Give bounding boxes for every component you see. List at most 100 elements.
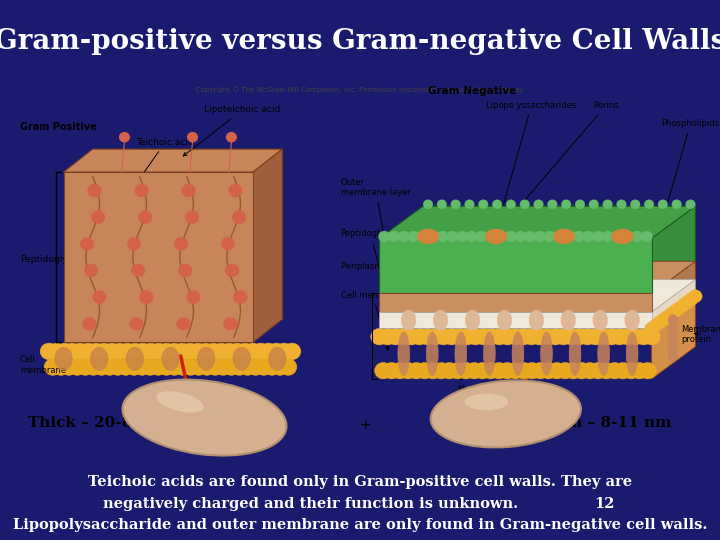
Circle shape [557,362,574,379]
Text: Lipoteichoic acid: Lipoteichoic acid [183,105,281,156]
Circle shape [649,319,662,332]
Ellipse shape [561,310,575,330]
Circle shape [563,231,575,242]
Polygon shape [63,172,253,342]
Ellipse shape [398,332,410,375]
Circle shape [103,343,120,360]
Ellipse shape [55,347,72,370]
Circle shape [87,343,104,360]
Polygon shape [379,312,652,328]
Circle shape [127,343,144,360]
Text: negatively charged and their function is unknown.: negatively charged and their function is… [104,497,518,510]
Circle shape [433,362,450,379]
Circle shape [204,343,222,360]
Circle shape [93,359,110,375]
Circle shape [579,328,596,345]
Circle shape [76,359,94,375]
Circle shape [540,362,557,379]
Circle shape [443,328,460,345]
Circle shape [40,343,58,360]
Ellipse shape [156,392,204,413]
Circle shape [573,362,590,379]
Circle shape [150,359,167,375]
Circle shape [400,362,417,379]
Circle shape [79,343,97,360]
Ellipse shape [554,229,575,244]
Circle shape [451,328,468,345]
Circle shape [80,238,94,250]
Circle shape [595,328,612,345]
Circle shape [84,264,98,277]
Ellipse shape [126,347,143,370]
Text: 12: 12 [595,497,615,510]
Circle shape [88,184,102,197]
Circle shape [606,362,624,379]
Circle shape [158,359,175,375]
Circle shape [233,211,246,224]
Circle shape [190,359,207,375]
Text: Outer
membrane layer: Outer membrane layer [341,178,410,262]
Circle shape [665,307,678,320]
Circle shape [616,200,626,209]
Circle shape [263,359,281,375]
Ellipse shape [465,310,480,330]
Circle shape [441,362,458,379]
Circle shape [388,231,400,242]
Circle shape [222,359,240,375]
Circle shape [515,328,532,345]
Polygon shape [379,261,696,293]
Circle shape [408,231,419,242]
Text: Thin – 8-11 nm: Thin – 8-11 nm [543,416,671,430]
Circle shape [93,291,107,303]
Text: Peptidoglycan: Peptidoglycan [341,230,400,299]
Circle shape [644,200,654,209]
Text: Membrane
protein: Membrane protein [681,325,720,344]
Polygon shape [379,293,652,312]
Circle shape [125,359,143,375]
Circle shape [95,343,112,360]
Circle shape [492,200,502,209]
Ellipse shape [529,310,544,330]
Circle shape [573,231,585,242]
Circle shape [239,359,256,375]
Circle shape [437,231,449,242]
Ellipse shape [497,310,512,330]
Polygon shape [63,149,282,172]
Circle shape [48,343,66,360]
Circle shape [252,343,269,360]
Circle shape [391,362,409,379]
Circle shape [589,200,598,209]
Circle shape [449,362,467,379]
Circle shape [505,231,516,242]
Circle shape [119,343,136,360]
Ellipse shape [625,310,639,330]
Circle shape [198,359,216,375]
Circle shape [627,328,644,345]
Circle shape [672,200,682,209]
Circle shape [612,231,624,242]
Text: Lipoprotins: Lipoprotins [480,294,611,320]
Circle shape [133,359,150,375]
Circle shape [685,200,696,209]
Circle shape [120,133,130,142]
Circle shape [603,200,613,209]
Circle shape [44,359,62,375]
Circle shape [658,200,667,209]
Circle shape [134,343,152,360]
Circle shape [524,231,536,242]
Circle shape [271,359,289,375]
Circle shape [478,200,488,209]
Circle shape [564,362,582,379]
Circle shape [555,328,572,345]
Circle shape [677,299,690,312]
Circle shape [476,231,487,242]
Ellipse shape [485,229,507,244]
Ellipse shape [598,332,609,375]
Circle shape [523,362,541,379]
Circle shape [427,328,444,345]
Circle shape [395,328,413,345]
Circle shape [464,200,474,209]
Ellipse shape [668,350,678,361]
Circle shape [416,362,433,379]
Text: Gram-positive versus Gram-negative Cell Walls: Gram-positive versus Gram-negative Cell … [0,28,720,55]
